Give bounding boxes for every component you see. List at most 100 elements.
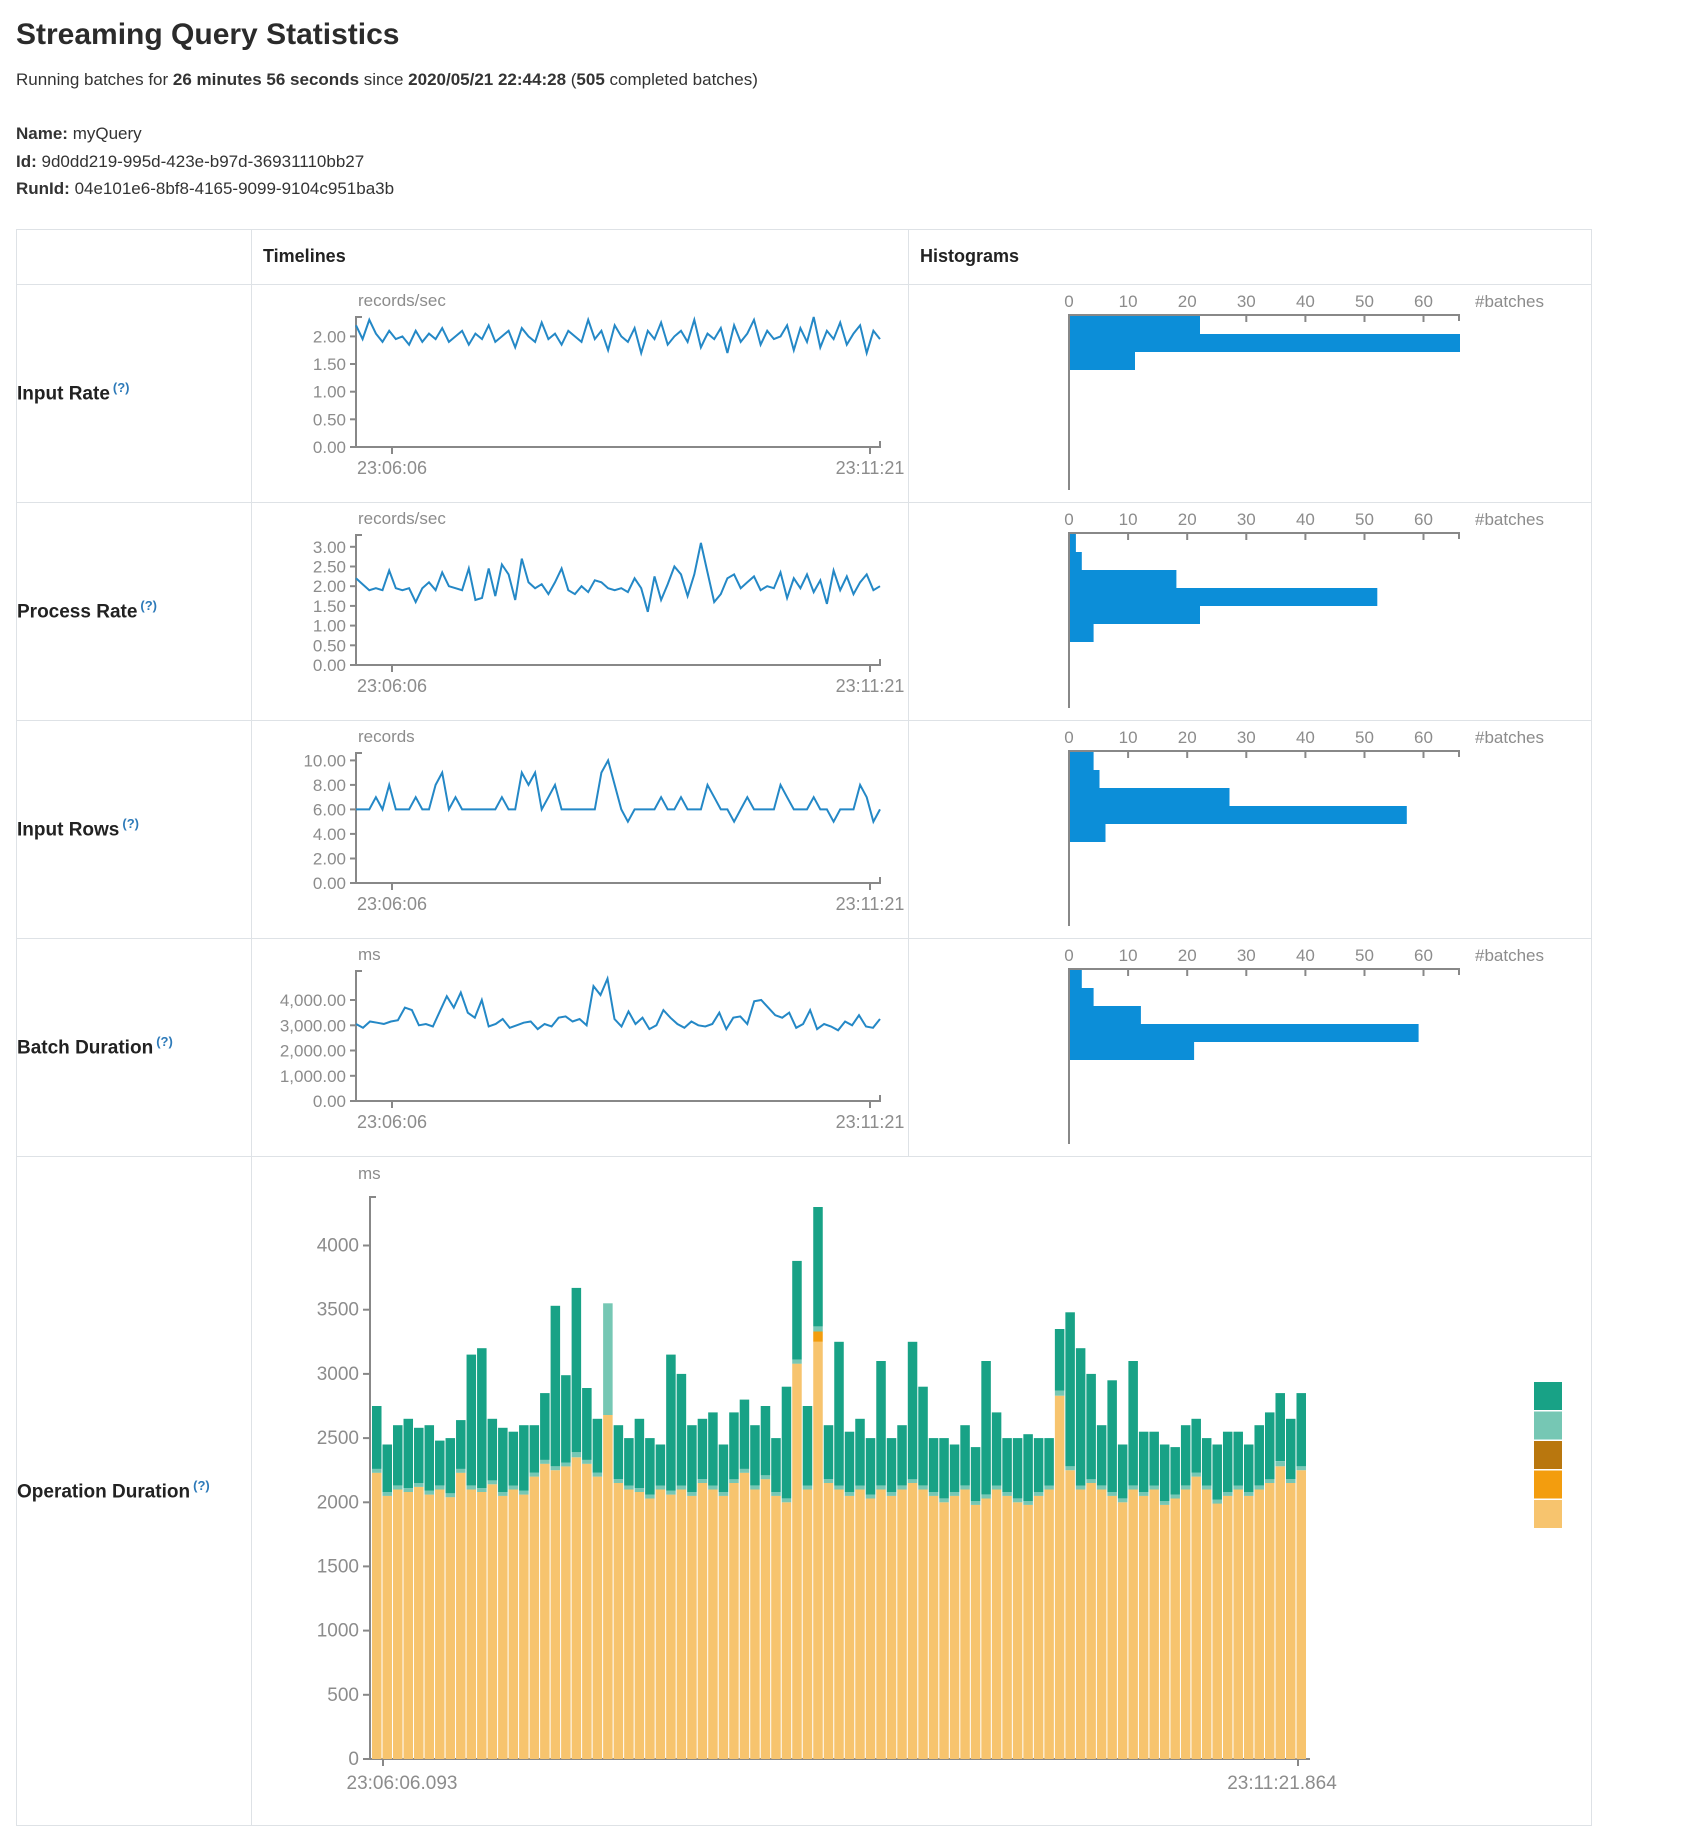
svg-text:50: 50 (1355, 292, 1374, 311)
svg-text:#batches: #batches (1475, 728, 1544, 747)
svg-text:#batches: #batches (1475, 292, 1544, 311)
svg-text:20: 20 (1178, 292, 1197, 311)
svg-text:0: 0 (1064, 728, 1073, 747)
svg-text:23:11:21: 23:11:21 (836, 1112, 905, 1132)
svg-text:ms: ms (358, 945, 381, 964)
query-name-label: Name: (16, 124, 68, 143)
input-rows-help-icon[interactable]: (?) (122, 816, 139, 832)
operation-duration-label-cell: Operation Duration (?) (16, 1155, 252, 1826)
svg-text:50: 50 (1355, 728, 1374, 747)
svg-text:ms: ms (358, 1164, 381, 1183)
svg-text:#batches: #batches (1475, 510, 1544, 529)
running-summary: Running batches for 26 minutes 56 second… (16, 70, 1677, 90)
input-rows-label: Input Rows (17, 819, 120, 841)
process-rate-row: Process Rate (?) records/sec 3.00 2.50 2.00 1… (16, 501, 1592, 721)
svg-text:30: 30 (1237, 728, 1256, 747)
svg-text:records/sec: records/sec (358, 509, 446, 528)
svg-text:23:06:06: 23:06:06 (357, 1112, 427, 1132)
stats-table: Timelines Histograms Input Rate (?) recor… (16, 228, 1592, 1826)
svg-text:0.50: 0.50 (313, 410, 346, 429)
svg-text:4.00: 4.00 (313, 824, 346, 843)
input-rate-timeline-chart: records/sec 2.00 1.50 1.00 0.50 0.00 23:06:06 2… (253, 285, 908, 501)
query-meta: Name: myQuery Id: 9d0dd219-995d-423e-b97… (16, 120, 1677, 203)
svg-text:60: 60 (1414, 946, 1433, 965)
batch-duration-help-icon[interactable]: (?) (156, 1034, 173, 1050)
operation-duration-help-icon[interactable]: (?) (193, 1477, 210, 1493)
svg-text:20: 20 (1178, 946, 1197, 965)
svg-text:50: 50 (1355, 946, 1374, 965)
process-rate-help-icon[interactable]: (?) (140, 598, 158, 614)
svg-text:10: 10 (1119, 510, 1138, 529)
running-prefix: Running batches for (16, 70, 173, 89)
process-rate-label-cell: Process Rate (?) (16, 501, 252, 721)
process-rate-timeline-cell: records/sec 3.00 2.50 2.00 1.50 1.00 0.50 0.00 2… (251, 501, 909, 721)
query-runid-line: RunId: 04e101e6-8bf8-4165-9099-9104c951b… (16, 175, 1677, 203)
svg-text:23:11:21.864: 23:11:21.864 (1227, 1773, 1337, 1794)
running-since: since (359, 70, 409, 89)
svg-text:2.00: 2.00 (313, 327, 346, 346)
input-rate-timeline-cell: records/sec 2.00 1.50 1.00 0.50 0.00 23:06:06 2… (251, 283, 909, 503)
input-rate-help-icon[interactable]: (?) (112, 380, 130, 396)
page-title: Streaming Query Statistics (16, 18, 400, 51)
legend-swatch (1534, 1411, 1562, 1440)
svg-text:3.00: 3.00 (313, 537, 346, 556)
svg-text:60: 60 (1414, 728, 1433, 747)
svg-text:60: 60 (1414, 510, 1433, 529)
running-start-time: 2020/05/21 22:44:28 (408, 70, 567, 89)
input-rows-timeline-cell: records 10.00 8.00 6.00 4.00 2.00 0.00 23:06:06… (251, 719, 909, 939)
input-rows-timeline-chart: records 10.00 8.00 6.00 4.00 2.00 0.00 23:06:06… (253, 721, 908, 937)
svg-text:40: 40 (1296, 728, 1315, 747)
svg-text:#batches: #batches (1475, 946, 1544, 965)
input-rate-label: Input Rate (17, 383, 110, 405)
svg-text:2,000.00: 2,000.00 (280, 1041, 346, 1060)
svg-text:1.00: 1.00 (313, 382, 346, 401)
svg-text:23:06:06.093: 23:06:06.093 (347, 1773, 458, 1794)
batch-duration-histogram-chart: 0 10 20 30 40 50 60 #batches (910, 939, 1591, 1155)
query-runid-label: RunId: (16, 179, 70, 199)
svg-text:1.00: 1.00 (313, 616, 346, 635)
process-rate-timeline-chart: records/sec 3.00 2.50 2.00 1.50 1.00 0.50 0.00 2… (253, 503, 908, 719)
legend-swatch (1534, 1381, 1562, 1410)
svg-text:60: 60 (1414, 292, 1433, 311)
svg-text:3500: 3500 (317, 1299, 359, 1320)
batch-duration-row: Batch Duration (?) ms 4,000.00 3,000.00 2,00… (16, 937, 1592, 1157)
process-rate-histogram-chart: 0 10 20 30 40 50 60 #batches (910, 503, 1591, 719)
svg-text:1000: 1000 (317, 1620, 359, 1641)
svg-text:4000: 4000 (317, 1235, 359, 1256)
svg-text:23:06:06: 23:06:06 (357, 676, 427, 696)
svg-text:0: 0 (1064, 946, 1073, 965)
svg-text:2.50: 2.50 (313, 557, 346, 576)
legend-swatch (1534, 1440, 1562, 1469)
svg-text:1.50: 1.50 (313, 596, 346, 615)
svg-text:0: 0 (348, 1749, 359, 1770)
input-rows-histogram-chart: 0 10 20 30 40 50 60 #batches (910, 721, 1591, 937)
svg-text:20: 20 (1178, 510, 1197, 529)
svg-text:50: 50 (1355, 510, 1374, 529)
svg-text:23:11:21: 23:11:21 (836, 894, 905, 914)
process-rate-histogram-cell: 0 10 20 30 40 50 60 #batches (908, 501, 1592, 721)
operation-duration-stacked-chart: ms 0 500 1000 1500 2000 2500 3000 3500 4000 23:06:… (253, 1157, 1591, 1824)
batch-duration-timeline-cell: ms 4,000.00 3,000.00 2,000.00 1,000.00 0.00 23… (251, 937, 909, 1157)
batch-duration-label: Batch Duration (17, 1037, 154, 1059)
svg-text:2500: 2500 (317, 1428, 359, 1449)
process-rate-label: Process Rate (17, 601, 138, 623)
svg-text:0.00: 0.00 (313, 1092, 346, 1111)
svg-text:1.50: 1.50 (313, 355, 346, 374)
svg-text:records: records (358, 727, 415, 746)
query-id-label: Id: (16, 151, 37, 171)
svg-text:500: 500 (327, 1684, 359, 1705)
svg-text:10: 10 (1119, 292, 1138, 311)
svg-text:0: 0 (1064, 292, 1073, 311)
svg-text:0.50: 0.50 (313, 636, 346, 655)
batch-duration-timeline-chart: ms 4,000.00 3,000.00 2,000.00 1,000.00 0.00 23… (253, 939, 908, 1155)
operation-duration-chart-cell: ms 0 500 1000 1500 2000 2500 3000 3500 4000 23:06:… (251, 1155, 1592, 1826)
svg-text:40: 40 (1296, 292, 1315, 311)
svg-text:23:11:21: 23:11:21 (836, 676, 905, 696)
histograms-column-header: Histograms (908, 228, 1592, 285)
input-rate-histogram-cell: 0 10 20 30 40 50 60 #batches (908, 283, 1592, 503)
svg-text:2.00: 2.00 (313, 849, 346, 868)
svg-text:30: 30 (1237, 510, 1256, 529)
svg-text:23:06:06: 23:06:06 (357, 458, 427, 478)
input-rate-row: Input Rate (?) records/sec 2.00 1.50 1.00 0.5… (16, 283, 1592, 503)
